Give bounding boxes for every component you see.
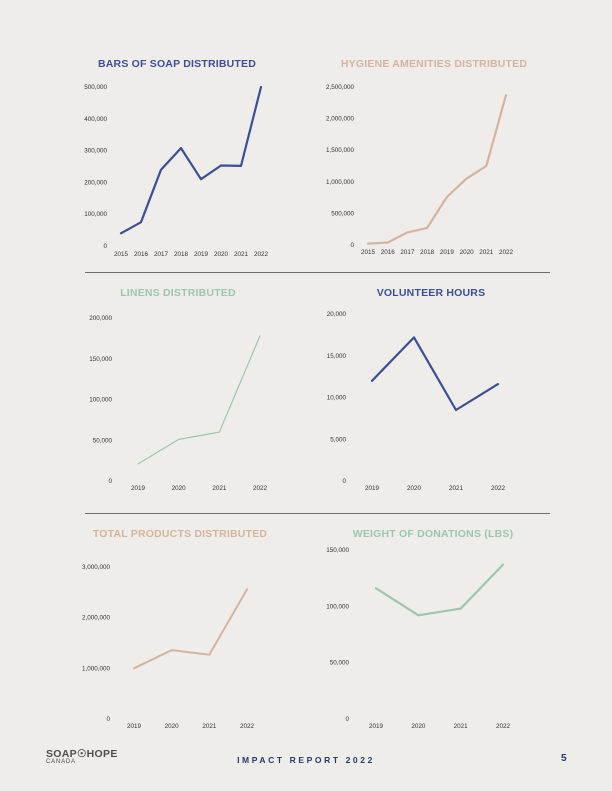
hygiene-x-tick-label: 2017 xyxy=(400,249,415,256)
weight-y-tick-label: 150,000 xyxy=(326,547,349,554)
weight-y-tick-label: 100,000 xyxy=(326,603,349,610)
weight-x-tick-label: 2021 xyxy=(454,723,469,730)
volunteer-x-tick-label: 2021 xyxy=(449,485,464,492)
volunteer-y-tick-label: 15,000 xyxy=(327,353,347,360)
hygiene-x-tick-label: 2020 xyxy=(460,249,475,256)
soap-x-tick-label: 2022 xyxy=(254,251,269,258)
weight-y-tick-label: 0 xyxy=(345,716,349,723)
total-y-tick-label: 1,000,000 xyxy=(82,665,111,672)
total-x-tick-label: 2022 xyxy=(240,723,255,730)
weight-series-line xyxy=(374,563,505,617)
total-x-tick-label: 2019 xyxy=(127,723,142,730)
volunteer-chart-title: VOLUNTEER HOURS xyxy=(377,287,486,299)
linens-chart-title: LINENS DISTRIBUTED xyxy=(120,287,236,299)
report-title: IMPACT REPORT 2022 xyxy=(237,755,375,765)
total-chart-title: TOTAL PRODUCTS DISTRIBUTED xyxy=(93,528,268,540)
volunteer-y-tick-label: 10,000 xyxy=(327,395,347,402)
soap-y-tick-label: 500,000 xyxy=(84,84,107,91)
linens-y-tick-label: 50,000 xyxy=(93,437,113,444)
hygiene-x-tick-label: 2018 xyxy=(420,249,435,256)
soap-chart: BARS OF SOAP DISTRIBUTED 0 100,000 200,000 3… xyxy=(84,58,268,258)
hygiene-chart: HYGIENE AMENITIES DISTRIBUTED 0 500,000 1,0… xyxy=(326,58,527,256)
volunteer-chart: VOLUNTEER HOURS 0 5,000 10,000 15,000 20,000 2… xyxy=(327,287,506,492)
weight-chart-title: WEIGHT OF DONATIONS (LBS) xyxy=(353,528,514,540)
volunteer-x-tick-label: 2022 xyxy=(491,485,506,492)
page-number: 5 xyxy=(561,753,567,764)
hygiene-y-tick-label: 1,000,000 xyxy=(326,179,355,186)
hygiene-y-tick-label: 1,500,000 xyxy=(326,147,355,154)
linens-x-tick-label: 2022 xyxy=(253,485,268,492)
soap-x-tick-label: 2017 xyxy=(154,251,169,258)
soap-series-line xyxy=(119,85,263,235)
weight-x-tick-label: 2022 xyxy=(496,723,511,730)
weight-x-tick-label: 2020 xyxy=(411,723,426,730)
linens-y-tick-label: 100,000 xyxy=(89,397,112,404)
total-y-tick-label: 3,000,000 xyxy=(82,564,111,571)
soap-y-tick-label: 100,000 xyxy=(84,211,107,218)
soap-x-tick-label: 2016 xyxy=(134,251,149,258)
total-x-tick-label: 2020 xyxy=(165,723,180,730)
hygiene-x-tick-label: 2015 xyxy=(361,249,376,256)
hygiene-x-tick-label: 2016 xyxy=(381,249,396,256)
hygiene-y-tick-label: 0 xyxy=(350,242,354,249)
linens-x-tick-label: 2020 xyxy=(172,485,187,492)
volunteer-y-tick-label: 5,000 xyxy=(330,436,346,443)
soap-y-tick-label: 400,000 xyxy=(84,116,107,123)
soap-y-tick-label: 300,000 xyxy=(84,148,107,155)
total-x-tick-label: 2021 xyxy=(202,723,217,730)
soap-x-tick-label: 2019 xyxy=(194,251,209,258)
hygiene-y-tick-label: 2,000,000 xyxy=(326,116,355,123)
soap-y-tick-label: 200,000 xyxy=(84,179,107,186)
total-y-tick-label: 2,000,000 xyxy=(82,615,111,622)
linens-y-tick-label: 200,000 xyxy=(89,315,112,322)
total-series-line xyxy=(133,588,248,670)
logo-sub-text: CANADA xyxy=(46,759,76,765)
soap-x-tick-label: 2020 xyxy=(214,251,229,258)
linens-y-tick-label: 150,000 xyxy=(89,356,112,363)
linens-x-tick-label: 2019 xyxy=(131,485,146,492)
hygiene-x-tick-label: 2021 xyxy=(479,249,494,256)
volunteer-series-line xyxy=(370,336,500,412)
hygiene-chart-title: HYGIENE AMENITIES DISTRIBUTED xyxy=(341,58,527,70)
volunteer-y-tick-label: 0 xyxy=(342,478,346,485)
hygiene-y-tick-label: 2,500,000 xyxy=(326,84,355,91)
linens-x-tick-label: 2021 xyxy=(212,485,227,492)
weight-x-tick-label: 2019 xyxy=(369,723,384,730)
divider-top xyxy=(85,272,550,273)
linens-series-line xyxy=(137,335,261,465)
linens-y-tick-label: 0 xyxy=(108,478,112,485)
volunteer-x-tick-label: 2019 xyxy=(365,485,380,492)
logo-main-text: SOAP☉HOPE xyxy=(46,748,118,760)
hygiene-y-tick-label: 500,000 xyxy=(331,210,354,217)
total-chart: TOTAL PRODUCTS DISTRIBUTED 0 1,000,000 2,00… xyxy=(82,528,267,730)
hygiene-x-tick-label: 2019 xyxy=(440,249,455,256)
soap-chart-title: BARS OF SOAP DISTRIBUTED xyxy=(98,58,256,70)
soap-y-tick-label: 0 xyxy=(103,243,107,250)
soap-x-tick-label: 2021 xyxy=(234,251,249,258)
hygiene-x-tick-label: 2022 xyxy=(499,249,514,256)
soap-x-tick-label: 2018 xyxy=(174,251,189,258)
linens-chart: LINENS DISTRIBUTED 0 50,000 100,000 150,000 2… xyxy=(89,287,267,492)
divider-middle xyxy=(85,513,550,514)
soap-x-tick-label: 2015 xyxy=(114,251,129,258)
hygiene-series-line xyxy=(366,94,508,245)
weight-chart: WEIGHT OF DONATIONS (LBS) 0 50,000 100,000 1… xyxy=(326,528,513,730)
weight-y-tick-label: 50,000 xyxy=(330,660,350,667)
volunteer-y-tick-label: 20,000 xyxy=(327,311,347,318)
volunteer-x-tick-label: 2020 xyxy=(407,485,422,492)
total-y-tick-label: 0 xyxy=(106,716,110,723)
soap-for-hope-logo: SOAP☉HOPE CANADA xyxy=(46,748,118,765)
